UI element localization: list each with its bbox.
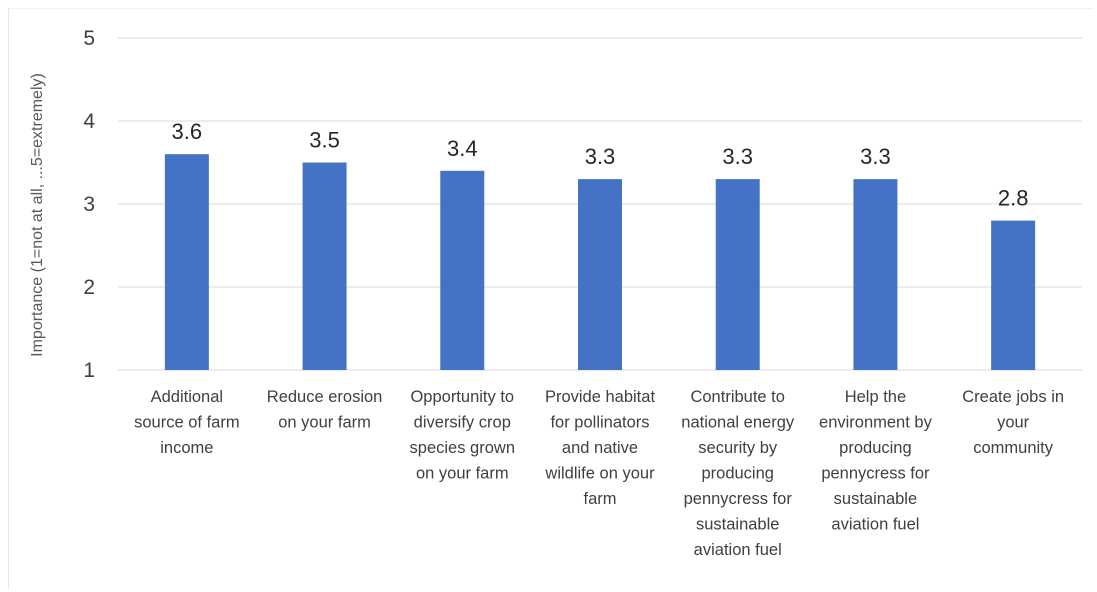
x-axis-categories: Additional source of farm income Reduce ero…	[134, 388, 1064, 559]
category-label-line: and native	[562, 439, 638, 457]
data-label: 2.8	[998, 186, 1029, 211]
category-label-line: Reduce erosion	[267, 388, 383, 406]
category-label-line: your	[997, 414, 1030, 432]
category-label-line: diversify crop	[414, 414, 511, 432]
data-label: 3.3	[585, 144, 616, 169]
y-axis-label: Importance (1=not at all, ...5=extremely…	[29, 73, 46, 357]
category-label-line: pennycress for	[684, 490, 793, 508]
category-label: Provide habitat for pollinators and native…	[544, 388, 655, 508]
data-labels: 3.6 3.5 3.4 3.3 3.3 3.3 2.8	[172, 119, 1029, 210]
bar	[164, 154, 209, 370]
category-label-line: on your farm	[278, 414, 371, 432]
category-label-line: environment by	[819, 414, 933, 432]
bar	[853, 179, 898, 370]
category-label-line: community	[973, 439, 1054, 457]
data-label: 3.3	[860, 144, 891, 169]
category-label-line: aviation fuel	[694, 541, 782, 559]
category-label-line: sustainable	[834, 490, 917, 508]
y-tick-label: 1	[83, 359, 95, 382]
y-tick-label: 4	[83, 110, 95, 133]
category-label-line: Additional	[151, 388, 223, 406]
category-label-line: Help the	[845, 388, 906, 406]
category-label-line: national energy	[681, 414, 795, 432]
category-label-line: Contribute to	[690, 388, 784, 406]
bar	[715, 179, 760, 370]
category-label: Additional source of farm income	[134, 388, 239, 457]
category-label: Help the environment by producing pennycres…	[819, 388, 933, 534]
category-label-line: producing	[701, 465, 773, 483]
bar	[302, 162, 347, 370]
bar	[440, 170, 485, 370]
data-label: 3.4	[447, 136, 478, 161]
category-label-line: sustainable	[696, 516, 779, 534]
category-label: Opportunity to diversify crop species grow…	[410, 388, 515, 483]
chart-frame	[8, 8, 1093, 588]
category-label-line: on your farm	[416, 465, 509, 483]
y-tick-label: 5	[83, 27, 95, 50]
category-label-line: pennycress for	[821, 465, 930, 483]
bars	[164, 154, 1036, 370]
data-label: 3.5	[309, 128, 340, 153]
bar	[991, 220, 1036, 370]
category-label-line: wildlife on your	[544, 465, 655, 483]
category-label: Reduce erosion on your farm	[267, 388, 383, 432]
category-label-line: Create jobs in	[962, 388, 1064, 406]
y-tick-label: 3	[83, 193, 95, 216]
category-label-line: income	[160, 439, 213, 457]
category-label-line: species grown	[410, 439, 515, 457]
category-label-line: producing	[839, 439, 911, 457]
category-label: Contribute to national energy security by p…	[681, 388, 795, 559]
category-label-line: aviation fuel	[831, 516, 919, 534]
category-label-line: Provide habitat	[545, 388, 655, 406]
category-label-line: Opportunity to	[410, 388, 514, 406]
data-label: 3.3	[722, 144, 753, 169]
y-tick-label: 2	[83, 276, 95, 299]
category-label-line: for pollinators	[550, 414, 649, 432]
y-axis-ticks: 1 2 3 4 5	[83, 27, 95, 382]
category-label-line: source of farm	[134, 414, 239, 432]
data-label: 3.6	[172, 119, 203, 144]
category-label-line: security by	[698, 439, 778, 457]
bar	[578, 179, 622, 370]
category-label-line: farm	[584, 490, 617, 508]
category-label: Create jobs in your community	[962, 388, 1064, 457]
